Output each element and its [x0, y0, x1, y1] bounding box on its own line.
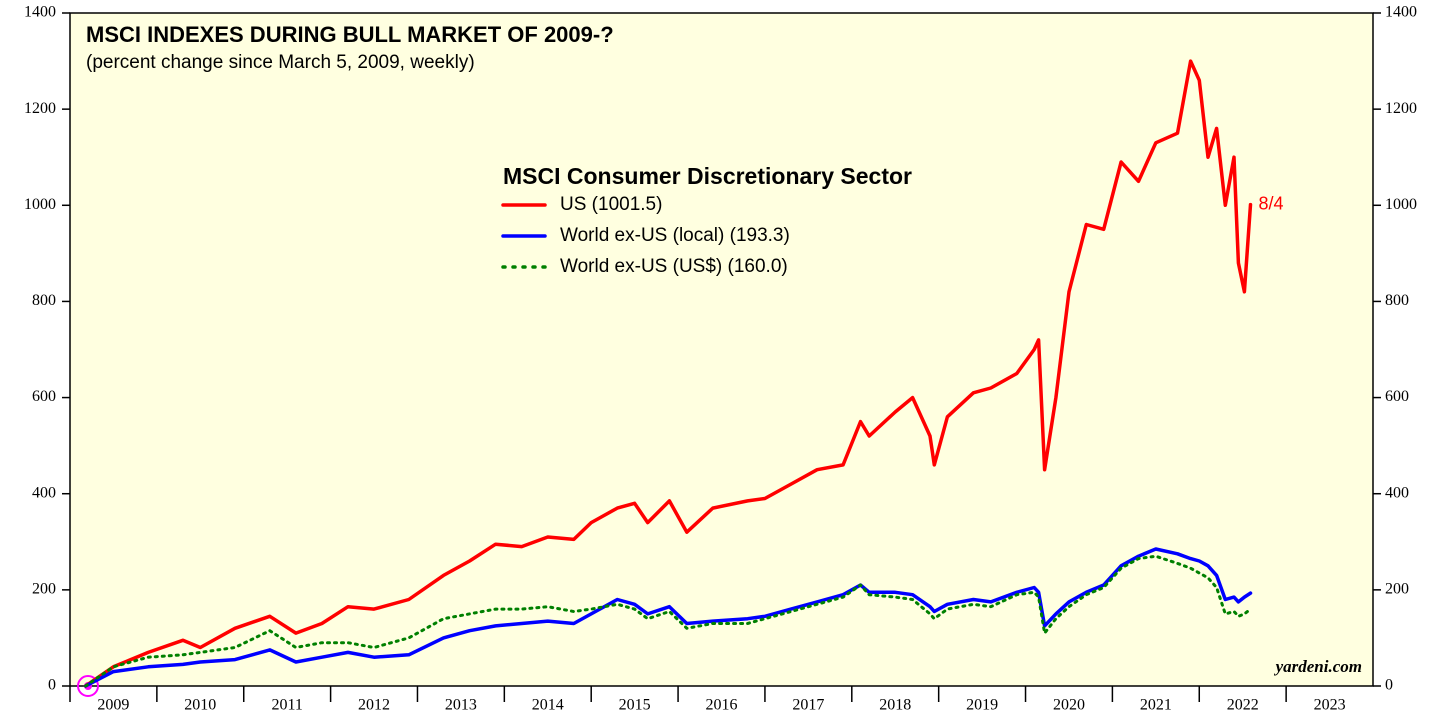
- y2-tick-label: 0: [1385, 677, 1393, 694]
- x-tick-label: 2019: [966, 697, 998, 714]
- x-tick-label: 2018: [879, 697, 911, 714]
- y2-tick-label: 1000: [1385, 196, 1417, 213]
- y-tick-label: 200: [32, 581, 56, 598]
- y2-tick-label: 1400: [1385, 4, 1417, 21]
- source: yardeni.com: [1274, 657, 1362, 676]
- legend-label: US (1001.5): [560, 194, 662, 215]
- y-tick-label: 800: [32, 292, 56, 309]
- legend-title: MSCI Consumer Discretionary Sector: [503, 163, 912, 189]
- y2-tick-label: 400: [1385, 484, 1409, 501]
- series-line: [83, 59, 1253, 688]
- y2-tick-label: 1200: [1385, 100, 1417, 117]
- x-tick-label: 2014: [532, 697, 564, 714]
- series-line: [84, 554, 1252, 688]
- origin-marker: [77, 675, 99, 697]
- x-tick-label: 2013: [445, 697, 477, 714]
- x-tick-label: 2023: [1314, 697, 1346, 714]
- annotation: 8/4: [1259, 193, 1284, 213]
- y-tick-label: 400: [32, 484, 56, 501]
- y2-tick-label: 200: [1385, 581, 1409, 598]
- x-tick-label: 2020: [1053, 697, 1085, 714]
- y-tick-label: 1000: [24, 196, 56, 213]
- plot-area: [69, 12, 1374, 687]
- x-tick-label: 2012: [358, 697, 390, 714]
- y-tick-label: 600: [32, 388, 56, 405]
- y-tick-label: 1400: [24, 4, 56, 21]
- x-tick-label: 2017: [792, 697, 824, 714]
- x-tick-label: 2022: [1227, 697, 1259, 714]
- y-tick-label: 1200: [24, 100, 56, 117]
- y-tick-label: 0: [48, 677, 56, 694]
- x-tick-label: 2021: [1140, 697, 1172, 714]
- chart-title: MSCI INDEXES DURING BULL MARKET OF 2009-…: [86, 22, 614, 47]
- legend-label: World ex-US (local) (193.3): [560, 225, 790, 246]
- x-tick-label: 2009: [97, 697, 129, 714]
- y2-tick-label: 600: [1385, 388, 1409, 405]
- x-tick-label: 2015: [619, 697, 651, 714]
- series-line: [83, 547, 1253, 688]
- legend-label: World ex-US (US$) (160.0): [560, 256, 788, 277]
- chart-subtitle: (percent change since March 5, 2009, wee…: [86, 52, 475, 73]
- x-tick-label: 2016: [706, 697, 738, 714]
- x-tick-label: 2011: [271, 697, 302, 714]
- y2-tick-label: 800: [1385, 292, 1409, 309]
- x-tick-label: 2010: [184, 697, 216, 714]
